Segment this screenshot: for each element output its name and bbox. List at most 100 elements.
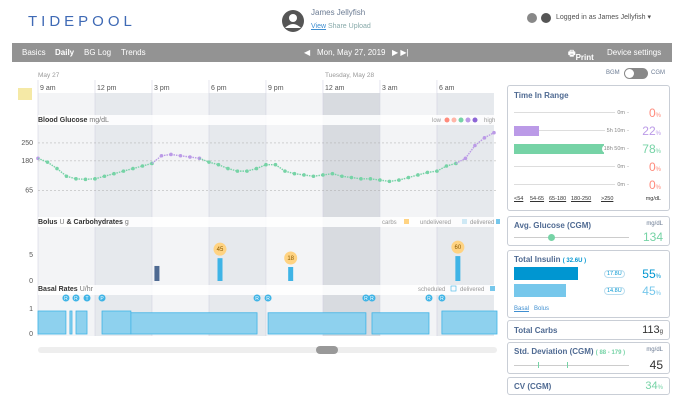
bg-link [56, 168, 67, 177]
range-unit: mg/dL [645, 196, 661, 202]
device-event-label: R [64, 296, 68, 302]
bg-link [275, 164, 286, 172]
upload-link[interactable]: Upload [348, 23, 371, 30]
time-column [265, 93, 323, 336]
tab[interactable]: Basics [22, 48, 46, 57]
carbs-title: Total Carbs [514, 326, 558, 335]
basal-segment [371, 312, 430, 335]
legend-dot [465, 117, 471, 123]
view-link[interactable]: View [311, 23, 327, 30]
tir-value: 78 [642, 142, 656, 156]
tab[interactable]: Trends [121, 48, 146, 57]
hour-label: 9 pm [268, 85, 284, 92]
bg-link [474, 137, 485, 147]
prev-day[interactable]: ◀ [304, 48, 311, 57]
tir-bar [514, 126, 540, 136]
hour-label: 12 am [325, 85, 345, 92]
day-label: May 27 [38, 72, 60, 79]
tir-time: 0m [615, 109, 627, 117]
share-link[interactable]: Share [328, 23, 347, 30]
print[interactable]: 🖶 Print [568, 49, 594, 62]
tir-time: 0m [615, 181, 627, 189]
notes-icon [18, 88, 32, 100]
device-settings[interactable]: Device settings [607, 48, 662, 57]
bolus-legend: delivered [470, 220, 494, 226]
panel-title: Blood Glucose mg/dL [38, 117, 109, 124]
sd-title-text: Std. Deviation (CGM) [514, 347, 594, 356]
avg-title: Avg. Glucose (CGM) [514, 221, 592, 230]
range-label: 65-180 [549, 196, 567, 202]
time-in-range: Time In Range 0m 0% 5h 10m 22% 18h 50m 78% 0m 0… [507, 85, 670, 211]
hour-label: 3 pm [154, 85, 170, 92]
carb-label: 60 [455, 245, 462, 251]
device-event-label: R [74, 296, 78, 302]
panel-title-part: Blood Glucose [38, 117, 88, 124]
legend-dot [444, 117, 450, 123]
basal-legend: delivered [460, 287, 484, 293]
tir-bar [514, 144, 605, 154]
bg-point [83, 177, 88, 182]
bolus-legend: carbs [382, 220, 397, 226]
panel-title-part: U [59, 219, 64, 226]
insulin-unit: % [655, 274, 661, 280]
avg-glucose: Avg. Glucose (CGM) mg/dL 134 [507, 216, 670, 246]
tir-pct: 78% [642, 142, 661, 156]
scroll-thumb [316, 346, 338, 354]
legend-swatch [404, 219, 409, 224]
panel-title-part: & Carbohydrates [67, 219, 124, 226]
device-event-label: R [255, 296, 259, 302]
insulin-pct: 45% [642, 284, 661, 298]
next-day[interactable]: ▶ ▶| [392, 48, 409, 57]
bolus-legend: undelivered [420, 220, 451, 226]
toggle[interactable] [624, 68, 648, 79]
basal-segment [130, 312, 258, 335]
device-event-label: R [370, 296, 374, 302]
tab[interactable]: BG Log [84, 48, 112, 57]
tir-track [514, 184, 629, 185]
range-label: >250 [601, 196, 614, 202]
insulin-value: 55 [642, 267, 656, 281]
y-tick-label: 65 [25, 187, 33, 194]
basal-segment [69, 310, 73, 335]
toggle-cgm: CGM [651, 70, 665, 76]
basal-tab[interactable]: Basal [514, 306, 530, 312]
tir-value: 0 [648, 160, 656, 174]
insulin-bar [514, 267, 578, 280]
print-text: Print [575, 53, 594, 62]
tir-title: Time In Range [514, 91, 569, 100]
tir-pct: 0% [649, 106, 661, 120]
device-event-label: R [427, 296, 431, 302]
legend-swatch [462, 219, 467, 224]
tir-value: 0 [648, 106, 656, 120]
tir-pct: 22% [642, 124, 661, 138]
tir-value: 22 [642, 124, 656, 138]
carb-label: 45 [217, 247, 224, 253]
device-event [62, 294, 70, 302]
hour-label: 6 am [439, 85, 455, 92]
bg-point [492, 130, 496, 135]
panel-title-part: U/hr [80, 286, 94, 293]
legend-dot [451, 117, 457, 123]
device-event [72, 294, 80, 302]
bolus-bar [154, 265, 160, 281]
tir-track [514, 130, 629, 131]
bolus-tab[interactable]: Bolus [534, 306, 550, 312]
toggle-bgm: BGM [606, 70, 620, 76]
tir-unit: % [655, 185, 661, 191]
tir-track [514, 112, 629, 113]
login-menu[interactable]: Logged in as James Jellyfish ▾ [556, 14, 651, 21]
carb-circle [284, 251, 298, 265]
y-tick-label: 1 [29, 306, 33, 313]
sd-range: ( 88 - 179 ) [595, 350, 626, 356]
avg-value: 134 [642, 230, 663, 244]
login-text: Logged in as James Jellyfish [556, 14, 646, 21]
cv-number: 34 [645, 380, 658, 392]
day-label: Tuesday, May 28 [325, 72, 375, 79]
tab[interactable]: Daily [55, 48, 75, 57]
panel-title-part: Bolus [38, 219, 58, 226]
device-event [438, 294, 446, 302]
time-column [436, 93, 494, 336]
hour-label: 12 pm [97, 85, 117, 92]
daily-chart: 9 am 12 pm 3 pm 6 pm 9 pm 12 am 3 am 6 am May 27… [18, 72, 500, 354]
